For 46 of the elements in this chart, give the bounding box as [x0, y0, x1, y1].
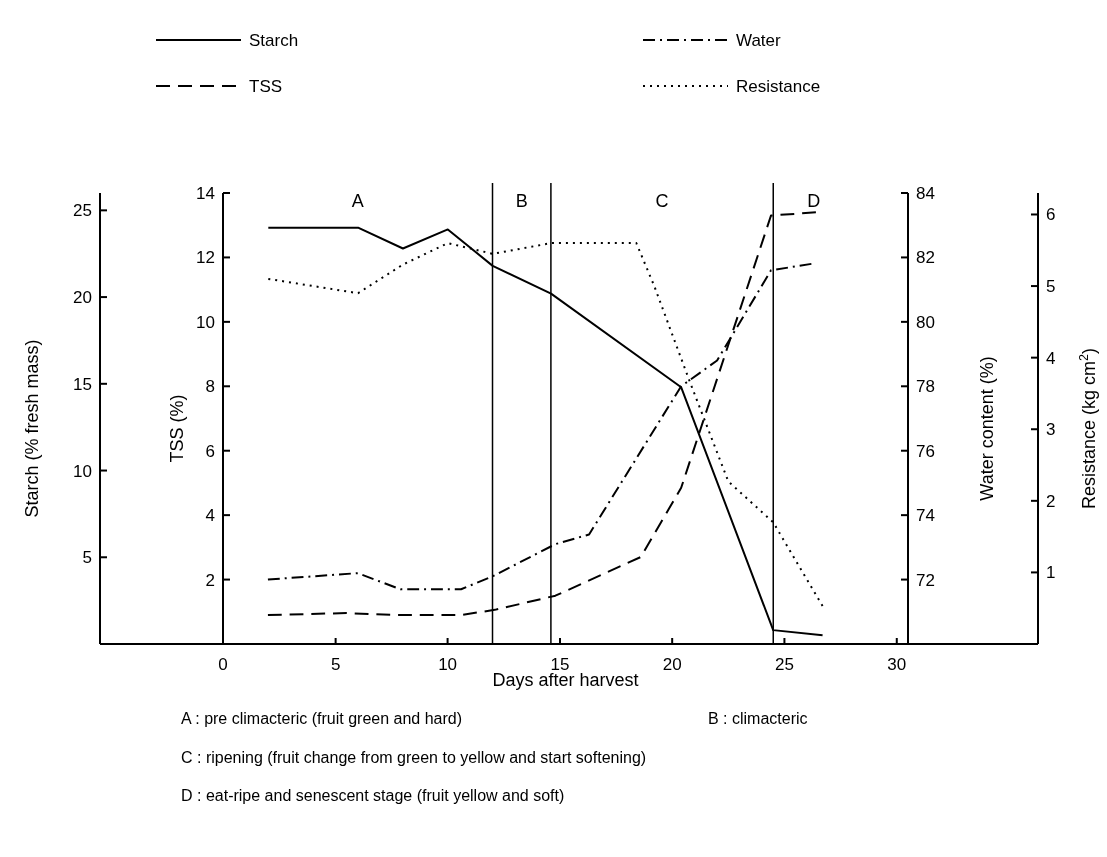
y-tick-label: 10	[196, 312, 215, 332]
x-tick-label: 5	[330, 655, 341, 674]
y2-tick-label: 84	[916, 184, 935, 203]
y-tick-label: 8	[205, 377, 215, 397]
x-tick-label: 20	[662, 655, 682, 674]
legend-label: Water	[736, 31, 782, 50]
legend-label: Resistance	[736, 77, 821, 96]
y2-tick-label: 72	[916, 570, 935, 590]
y2-tick-label: 76	[916, 441, 935, 461]
text: D : eat-ripe and senescent stage (fruit yellow and soft)	[181, 787, 565, 804]
y-axis-title: Starch (% fresh mass)	[22, 339, 42, 518]
x-tick-label: 30	[887, 655, 907, 674]
y-tick-label: 10	[73, 461, 92, 481]
legend-label: Starch	[249, 31, 299, 50]
annotation: B	[515, 191, 528, 211]
y-tick-label: 14	[196, 184, 215, 203]
y-tick-label: 5	[82, 548, 92, 568]
x-tick-label: 0	[218, 655, 228, 674]
text: A : pre climacteric (fruit green and hard)	[181, 710, 463, 727]
y2-tick-label: 1	[1046, 563, 1056, 583]
annotation: C	[655, 191, 669, 211]
y2-tick-label: 82	[916, 248, 935, 268]
y2-tick-label: 2	[1046, 491, 1056, 511]
y2-tick-label: 80	[916, 312, 935, 332]
legend-label: TSS	[249, 77, 283, 96]
y-tick-label: 6	[205, 441, 215, 461]
y2-tick-label: 74	[916, 506, 935, 526]
text: C : ripening (fruit change from green to yellow and start softening)	[181, 749, 647, 766]
y-tick-label: 20	[73, 288, 92, 308]
y-tick-label: 15	[73, 374, 92, 394]
x-tick-label: 10	[438, 655, 458, 674]
y2-axis-title: Water content (%)	[977, 356, 997, 501]
y-tick-label: 4	[205, 506, 215, 526]
y2-tick-label: 78	[916, 377, 935, 397]
text: B : climacteric	[708, 710, 808, 727]
y2-tick-label: 5	[1046, 277, 1056, 297]
y2-tick-label: 3	[1046, 420, 1056, 440]
annotation: A	[351, 191, 364, 211]
x-tick-label: 25	[774, 655, 794, 674]
y-tick-label: 2	[205, 570, 215, 590]
y2-tick-label: 6	[1046, 205, 1056, 225]
y2-tick-label: 4	[1046, 348, 1056, 368]
y-tick-label: 25	[73, 201, 92, 221]
annotation: D	[807, 191, 821, 211]
y-tick-label: 12	[196, 248, 215, 268]
y-axis-title: TSS (%)	[167, 394, 187, 463]
